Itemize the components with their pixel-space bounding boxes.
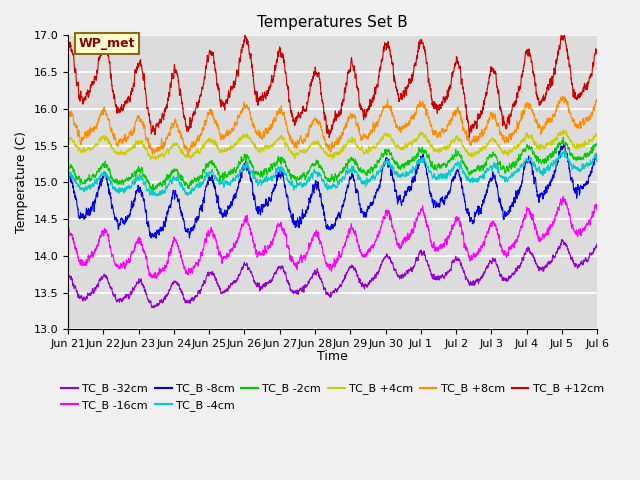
TC_B -32cm [543, 263, 551, 269]
TC_B -16cm [152, 276, 160, 281]
TC_B -32cm [178, 288, 186, 294]
TC_B -2cm [212, 164, 220, 169]
TC_B -4cm [543, 166, 551, 172]
TC_B -32cm [212, 276, 220, 281]
TC_B -4cm [212, 175, 220, 181]
TC_B -32cm [384, 254, 392, 260]
TC_B -8cm [593, 153, 601, 158]
TC_B -2cm [178, 175, 186, 181]
TC_B +8cm [559, 93, 567, 99]
TC_B -8cm [384, 165, 392, 170]
TC_B -32cm [593, 240, 601, 246]
TC_B +12cm [64, 45, 72, 50]
TC_B -4cm [64, 178, 72, 183]
Line: TC_B +8cm: TC_B +8cm [68, 96, 597, 155]
TC_B -2cm [64, 167, 72, 172]
TC_B -2cm [543, 155, 551, 160]
TC_B -16cm [593, 206, 601, 212]
TC_B +4cm [394, 144, 401, 150]
TC_B +12cm [394, 87, 401, 93]
TC_B +4cm [147, 156, 154, 162]
TC_B -8cm [212, 192, 220, 197]
TC_B +8cm [212, 118, 220, 124]
TC_B -16cm [384, 209, 392, 215]
TC_B -32cm [150, 305, 158, 311]
TC_B +4cm [543, 144, 551, 149]
TC_B -4cm [178, 182, 186, 188]
TC_B -32cm [394, 272, 401, 278]
TC_B -16cm [212, 236, 220, 242]
TC_B +4cm [593, 132, 601, 138]
TC_B +8cm [394, 125, 401, 131]
TC_B -16cm [543, 227, 551, 232]
Line: TC_B -2cm: TC_B -2cm [68, 137, 597, 190]
TC_B -16cm [394, 240, 401, 245]
TC_B +8cm [177, 134, 185, 140]
TC_B +12cm [212, 69, 220, 75]
TC_B -2cm [593, 141, 601, 146]
Line: TC_B -32cm: TC_B -32cm [68, 240, 597, 308]
TC_B -8cm [593, 150, 601, 156]
TC_B -8cm [64, 179, 72, 184]
TC_B +4cm [593, 132, 601, 138]
TC_B -8cm [178, 211, 186, 217]
TC_B -8cm [560, 142, 568, 147]
TC_B +8cm [593, 97, 601, 103]
Text: WP_met: WP_met [79, 37, 135, 50]
TC_B +12cm [593, 47, 601, 52]
TC_B -2cm [394, 162, 401, 168]
TC_B -4cm [560, 148, 568, 154]
TC_B -2cm [593, 142, 601, 147]
TC_B -2cm [559, 134, 567, 140]
TC_B -32cm [593, 240, 601, 246]
TC_B -4cm [152, 193, 160, 199]
TC_B -16cm [559, 193, 567, 199]
TC_B -16cm [64, 228, 72, 234]
TC_B -2cm [148, 187, 156, 193]
TC_B -16cm [593, 205, 601, 211]
TC_B +12cm [384, 38, 392, 44]
TC_B +12cm [593, 48, 601, 54]
TC_B -8cm [543, 186, 551, 192]
X-axis label: Time: Time [317, 350, 348, 363]
TC_B +4cm [178, 151, 186, 157]
TC_B +12cm [543, 85, 551, 91]
TC_B +8cm [64, 107, 72, 112]
TC_B -4cm [593, 154, 601, 159]
Line: TC_B -16cm: TC_B -16cm [68, 196, 597, 278]
TC_B -4cm [384, 160, 392, 166]
TC_B +4cm [212, 142, 220, 148]
TC_B -8cm [152, 235, 160, 241]
TC_B -2cm [384, 146, 392, 152]
TC_B -4cm [394, 174, 401, 180]
TC_B -32cm [558, 237, 566, 243]
TC_B +8cm [384, 105, 392, 110]
TC_B +8cm [184, 152, 192, 158]
Line: TC_B -8cm: TC_B -8cm [68, 144, 597, 238]
Title: Temperatures Set B: Temperatures Set B [257, 15, 408, 30]
TC_B +4cm [384, 132, 392, 138]
TC_B +4cm [64, 138, 72, 144]
TC_B -4cm [593, 152, 601, 158]
Line: TC_B -4cm: TC_B -4cm [68, 151, 597, 196]
TC_B +8cm [543, 116, 551, 122]
Line: TC_B +4cm: TC_B +4cm [68, 130, 597, 159]
TC_B +12cm [561, 28, 568, 34]
TC_B -16cm [178, 255, 186, 261]
Legend: TC_B -32cm, TC_B -16cm, TC_B -8cm, TC_B -4cm, TC_B -2cm, TC_B +4cm, TC_B +8cm, T: TC_B -32cm, TC_B -16cm, TC_B -8cm, TC_B … [57, 379, 609, 415]
TC_B +12cm [177, 96, 185, 101]
TC_B -32cm [64, 276, 72, 281]
TC_B +4cm [560, 127, 568, 132]
Line: TC_B +12cm: TC_B +12cm [68, 31, 597, 138]
TC_B -8cm [394, 199, 401, 205]
TC_B +8cm [593, 98, 601, 104]
Y-axis label: Temperature (C): Temperature (C) [15, 132, 28, 233]
TC_B +12cm [325, 135, 333, 141]
